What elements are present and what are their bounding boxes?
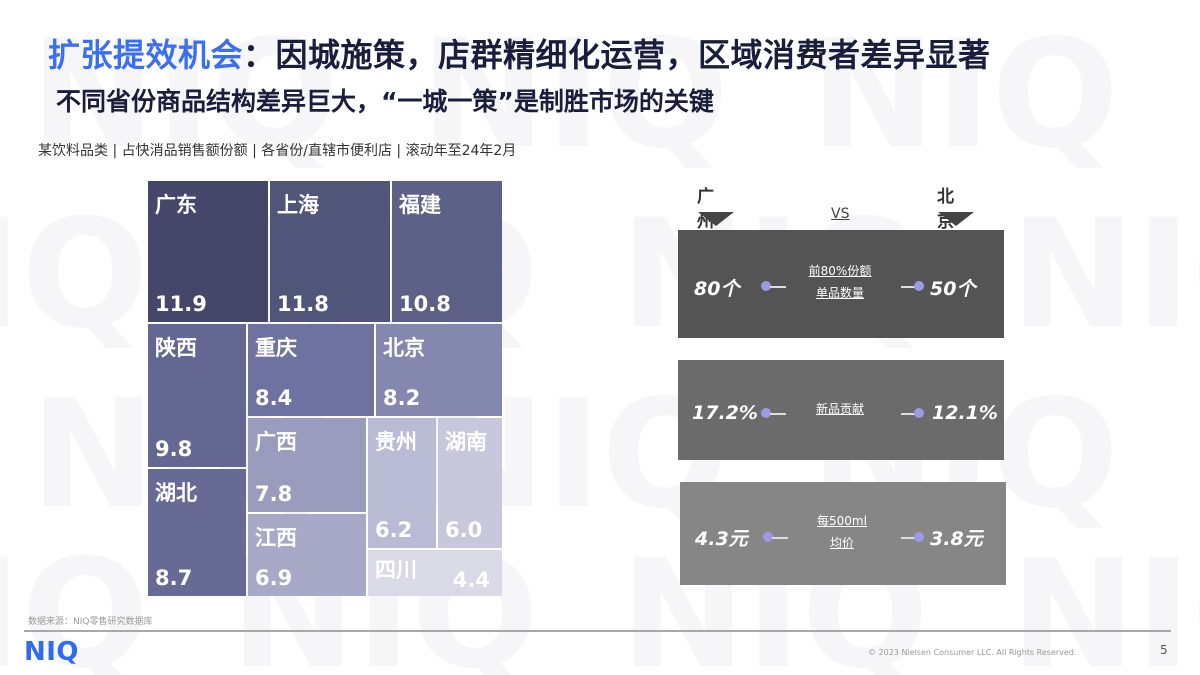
treemap-cell-guangdong: 广东 11.9 [148, 181, 268, 322]
right-arrow-icon [938, 212, 974, 226]
left-arrow-icon [698, 212, 734, 226]
dot-icon [761, 281, 771, 291]
treemap-cell-guangxi: 广西 7.8 [248, 418, 366, 512]
dot-icon [763, 532, 773, 542]
niq-logo: NIQ [24, 637, 80, 667]
treemap-cell-hubei: 湖北 8.7 [148, 469, 246, 596]
page-subtitle: 不同省份商品结构差异巨大，“一城一策”是制胜市场的关键 [56, 87, 714, 116]
dot-icon [914, 281, 924, 291]
copyright-text: © 2023 Nielsen Consumer LLC. All Rights … [868, 648, 1077, 657]
page-number: 5 [1160, 643, 1168, 657]
treemap-cell-shanghai: 上海 11.8 [270, 181, 390, 322]
title-rest: ：因城施策，店群精细化运营，区域消费者差异显著 [243, 36, 991, 74]
treemap-cell-guizhou: 贵州 6.2 [368, 418, 436, 548]
vs-label: VS [831, 206, 850, 222]
dot-icon [761, 408, 771, 418]
treemap-cell-hunan: 湖南 6.0 [438, 418, 502, 548]
footer-divider [24, 630, 1171, 632]
treemap-cell-fujian: 福建 10.8 [392, 181, 502, 322]
compare-panel-sku-count: 80个 前80%份额 单品数量 50个 [678, 230, 1004, 338]
dot-icon [914, 532, 924, 542]
treemap-cell-sichuan: 四川 4.4 [368, 550, 502, 596]
data-source-note: 数据来源：NIQ零售研究数据库 [28, 617, 153, 627]
treemap-cell-shaanxi: 陕西 9.8 [148, 324, 246, 467]
treemap-cell-beijing: 北京 8.2 [376, 324, 502, 416]
title-accent: 扩张提效机会 [48, 36, 244, 74]
compare-panel-unit-price: 4.3元 每500ml 均价 3.8元 [680, 482, 1006, 585]
page-title: 扩张提效机会：因城施策，店群精细化运营，区域消费者差异显著 [48, 30, 991, 76]
chart-caption: 某饮料品类 | 占快消品销售额份额 | 各省份/直辖市便利店 | 滚动年至24年… [38, 143, 517, 159]
treemap-cell-chongqing: 重庆 8.4 [248, 324, 374, 416]
dot-icon [914, 408, 924, 418]
compare-panel-new-product: 17.2% 新品贡献 12.1% [678, 360, 1004, 460]
treemap-cell-jiangxi: 江西 6.9 [248, 514, 366, 596]
